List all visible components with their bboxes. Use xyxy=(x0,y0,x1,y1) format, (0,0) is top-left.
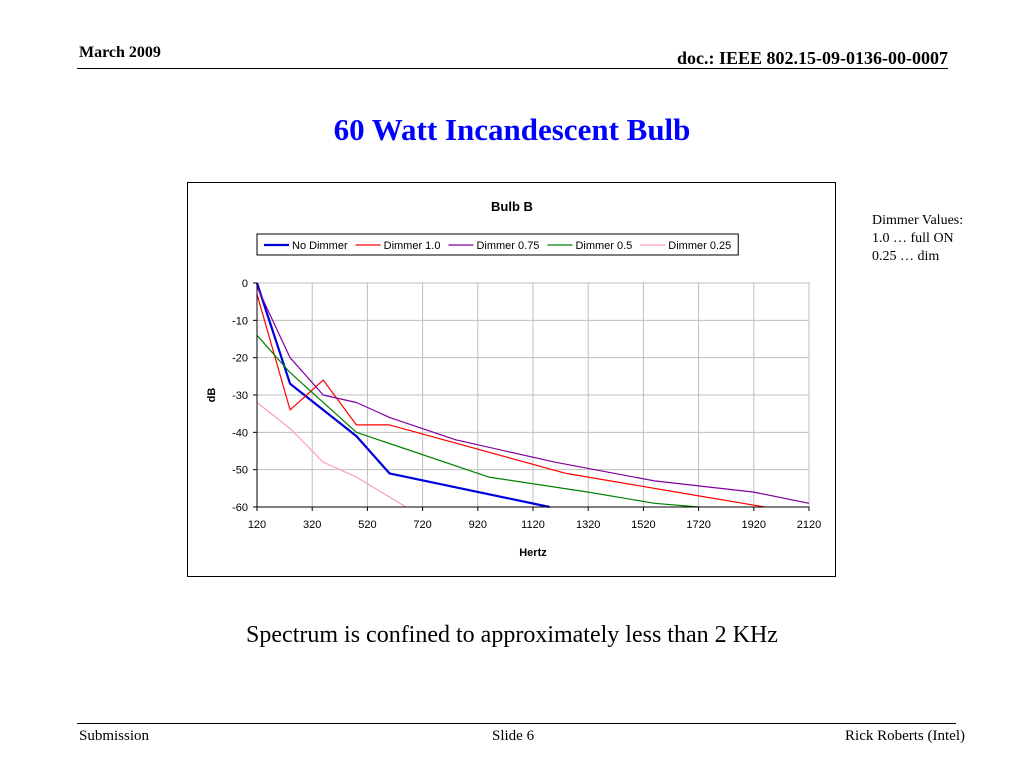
y-tick-label: -30 xyxy=(232,390,248,402)
note-line-2: 1.0 … full ON xyxy=(872,231,954,246)
y-tick-label: -60 xyxy=(232,502,248,514)
series-line-no-dimmer xyxy=(255,282,550,509)
legend-label-dimmer-1-0: Dimmer 1.0 xyxy=(384,240,441,252)
chart-title: Bulb B xyxy=(491,199,533,214)
header-doc-id: doc.: IEEE 802.15-09-0136-00-0007 xyxy=(677,48,948,68)
chart-legend: No Dimmer Dimmer 1.0 Dimmer 0.75 Dimmer 0.5… xyxy=(256,233,739,256)
legend-label-dimmer-0-75: Dimmer 0.75 xyxy=(476,240,539,252)
series-line-dimmer-0-5 xyxy=(256,334,699,508)
legend-label-dimmer-0-5: Dimmer 0.5 xyxy=(575,240,632,252)
legend-label-dimmer-0-25: Dimmer 0.25 xyxy=(668,240,731,252)
x-tick-label: 320 xyxy=(303,519,321,531)
y-tick-label: 0 xyxy=(242,278,248,290)
slide-title: 60 Watt Incandescent Bulb xyxy=(333,112,691,147)
chart-svg: Bulb B No Dimmer Dimmer 1.0 Dimmer 0.75 Dim… xyxy=(206,199,821,559)
x-tick-label: 1720 xyxy=(686,519,710,531)
y-axis-label: dB xyxy=(206,388,218,403)
x-tick-label: 1920 xyxy=(742,519,766,531)
footer-submission: Submission xyxy=(79,728,150,744)
x-tick-label: 920 xyxy=(469,519,487,531)
x-tick-label: 720 xyxy=(413,519,431,531)
y-tick-label: -40 xyxy=(232,427,248,439)
x-axis-label: Hertz xyxy=(519,547,547,559)
footer-divider xyxy=(77,723,956,724)
note-line-1: Dimmer Values: xyxy=(872,213,964,228)
y-tick-label: -10 xyxy=(232,315,248,327)
footer-slide-number: Slide 6 xyxy=(492,728,535,744)
x-axis-ticks: 120 320 520 720 920 1120 1320 1520 1720 1920 2120 xyxy=(248,507,821,531)
series-line-dimmer-1-0 xyxy=(256,294,765,508)
chart-grid xyxy=(256,282,810,508)
note-line-3: 0.25 … dim xyxy=(872,249,940,264)
slide-caption: Spectrum is confined to approximately le… xyxy=(246,622,778,648)
x-tick-label: 2120 xyxy=(797,519,821,531)
series-line-dimmer-0-75 xyxy=(256,286,810,504)
x-tick-label: 1320 xyxy=(576,519,600,531)
y-tick-label: -50 xyxy=(232,465,248,477)
chart-frame: Bulb B No Dimmer Dimmer 1.0 Dimmer 0.75 Dim… xyxy=(187,182,836,577)
legend-label-no-dimmer: No Dimmer xyxy=(292,240,348,252)
header-divider xyxy=(77,68,948,69)
x-tick-label: 120 xyxy=(248,519,266,531)
y-axis-ticks: 0 -10 -20 -30 -40 -50 -60 xyxy=(232,278,257,514)
x-tick-label: 1120 xyxy=(521,519,545,531)
series-line-dimmer-0-25 xyxy=(256,402,407,508)
x-tick-label: 520 xyxy=(358,519,376,531)
header-date: March 2009 xyxy=(79,44,161,61)
footer-author: Rick Roberts (Intel) xyxy=(845,728,965,744)
chart-series xyxy=(255,282,810,509)
y-tick-label: -20 xyxy=(232,353,248,365)
x-tick-label: 1520 xyxy=(631,519,655,531)
legend-frame xyxy=(256,233,739,256)
dimmer-values-note: Dimmer Values: 1.0 … full ON 0.25 … dim xyxy=(872,212,1012,266)
